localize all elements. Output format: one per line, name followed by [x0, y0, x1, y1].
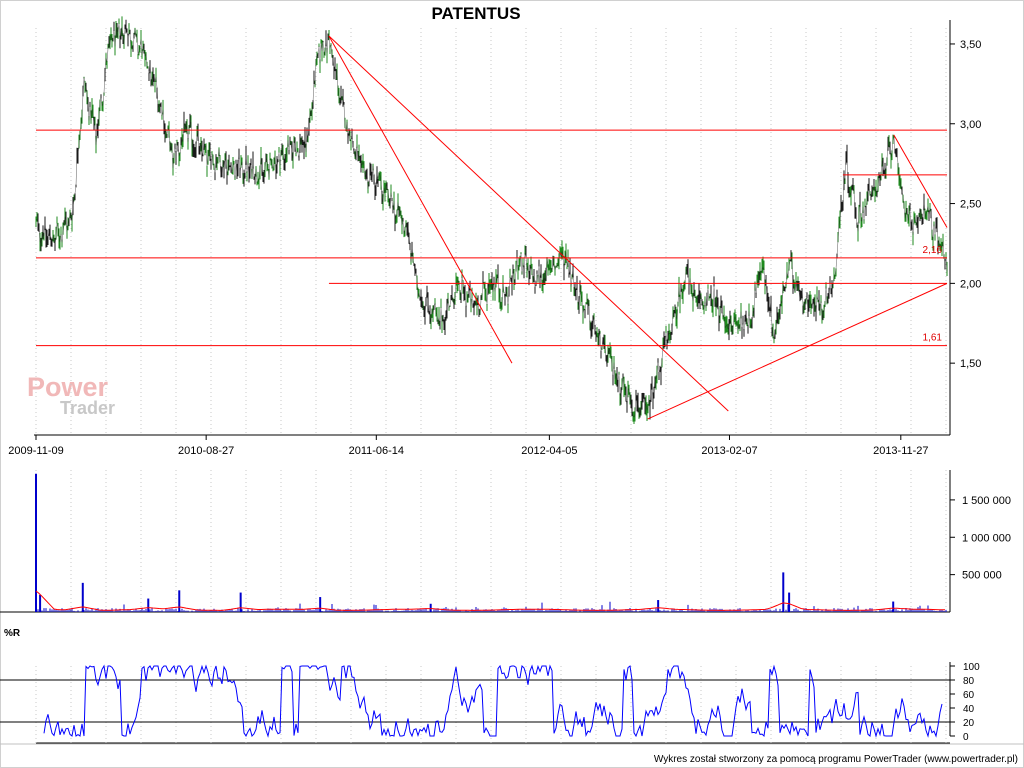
- oscillator-y-tick: 80: [963, 676, 975, 687]
- x-tick: 2013-02-07: [701, 445, 757, 457]
- oscillator-panel: [0, 664, 950, 738]
- price-y-tick: 3,50: [960, 39, 981, 51]
- watermark-logo: Power: [27, 372, 109, 402]
- x-tick: 2009-11-09: [8, 445, 63, 457]
- volume-panel: [35, 473, 947, 612]
- oscillator-y-tick: 0: [963, 732, 969, 743]
- volume-y-tick: 500 000: [962, 570, 1002, 582]
- oscillator-y-tick: 100: [963, 662, 980, 673]
- trendline: [328, 35, 513, 364]
- price-y-tick: 1,50: [960, 358, 981, 370]
- oscillator-line: [43, 664, 943, 738]
- oscillator-y-tick: 60: [963, 690, 975, 701]
- volume-y-ticks: 1 500 000 1 000 000 500 000: [962, 495, 1011, 582]
- chart-grid: [35, 28, 947, 743]
- watermark-logo-sub: Trader: [60, 398, 115, 418]
- footer-credit: Wykres został stworzony za pomocą progra…: [654, 754, 1018, 765]
- x-tick: 2013-11-27: [873, 445, 928, 457]
- price-panel: [35, 16, 948, 425]
- trendline: [647, 282, 948, 420]
- price-y-tick: 2,00: [960, 278, 981, 290]
- x-tick: 2010-08-27: [178, 445, 234, 457]
- level-labels: 2,16 1,61: [923, 245, 943, 344]
- price-y-tick: 3,00: [960, 119, 981, 131]
- oscillator-y-tick: 40: [963, 704, 975, 715]
- level-label-1-61: 1,61: [923, 333, 943, 344]
- trendline: [893, 134, 948, 228]
- chart-axes: [0, 20, 1024, 745]
- level-label-2-16: 2,16: [923, 245, 943, 256]
- oscillator-title: %R: [4, 628, 21, 639]
- x-tick: 2012-04-05: [521, 445, 577, 457]
- oscillator-y-tick: 20: [963, 718, 975, 729]
- oscillator-y-ticks: 100 80 60 40 20 0: [963, 662, 980, 743]
- x-ticks: 2009-11-09 2010-08-27 2011-06-14 2012-04…: [8, 445, 928, 457]
- chart-title: PATENTUS: [431, 4, 520, 23]
- x-tick: 2011-06-14: [349, 445, 404, 457]
- trendlines: [36, 35, 948, 420]
- volume-y-tick: 1 000 000: [962, 532, 1011, 544]
- volume-average-line: [35, 590, 946, 611]
- price-y-tick: 2,50: [960, 199, 981, 211]
- trendline: [328, 35, 729, 412]
- price-y-ticks: 3,50 3,00 2,50 2,00 1,50: [960, 39, 981, 370]
- price-line: [35, 23, 948, 418]
- volume-y-tick: 1 500 000: [962, 495, 1011, 507]
